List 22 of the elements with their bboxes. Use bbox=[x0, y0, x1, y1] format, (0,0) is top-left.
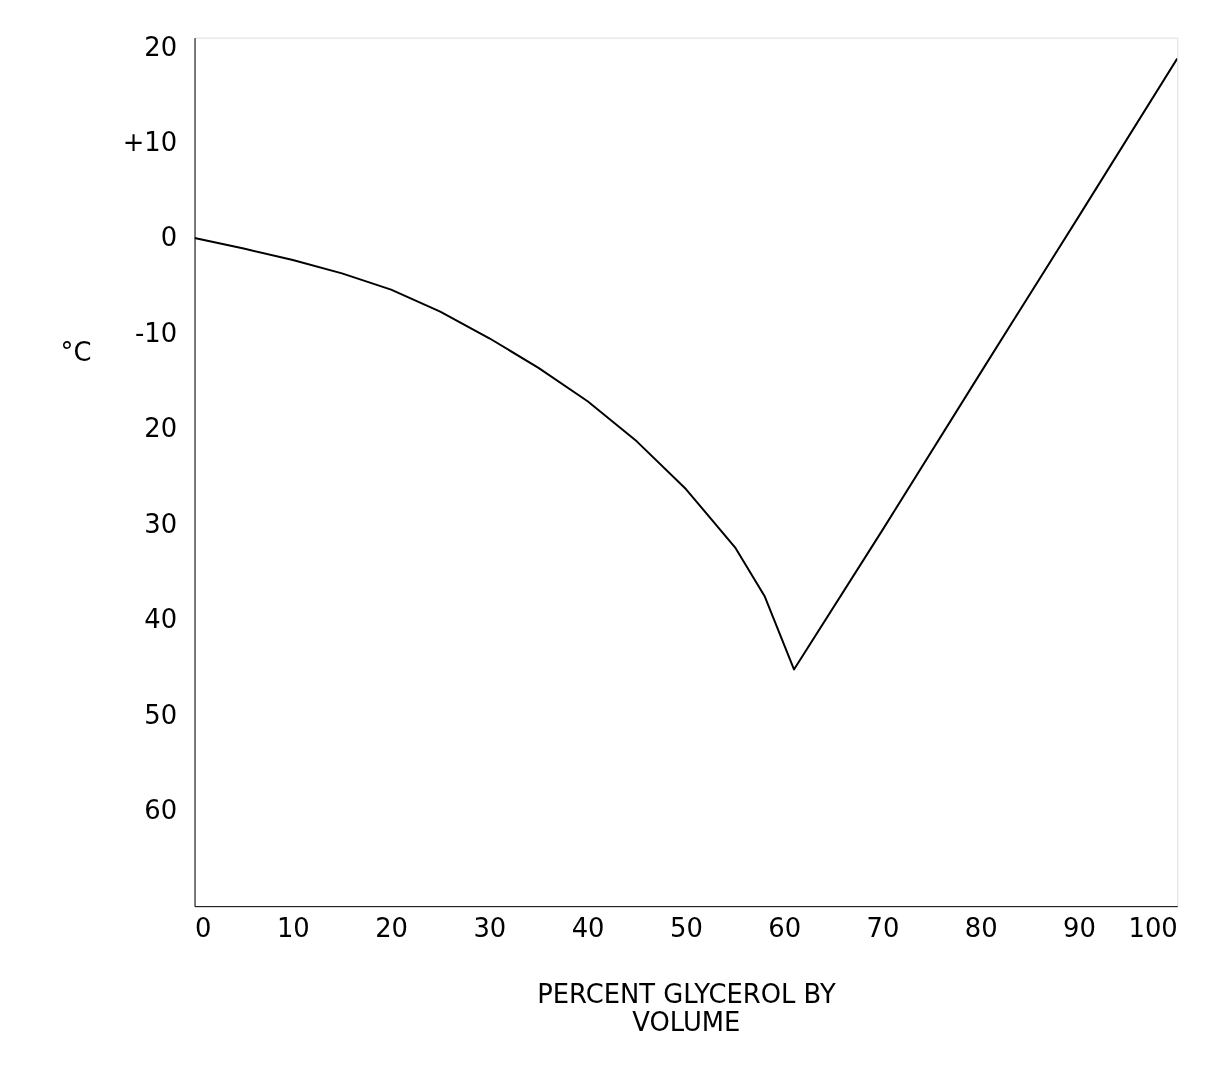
x-tick-label: 40 bbox=[571, 913, 605, 944]
x-tick-label: 60 bbox=[768, 913, 802, 944]
x-axis-title: PERCENT GLYCEROL BY VOLUME bbox=[537, 978, 836, 1037]
x-tick-label: 50 bbox=[669, 913, 703, 944]
x-tick-label: 0 bbox=[195, 913, 212, 944]
x-tick-label: 100 bbox=[1128, 913, 1178, 944]
x-tick-label: 30 bbox=[473, 913, 507, 944]
y-tick-label: 40 bbox=[144, 604, 178, 635]
y-tick-label: 0 bbox=[160, 222, 178, 253]
y-axis-title: °C bbox=[60, 336, 92, 367]
x-tick-label: 10 bbox=[276, 913, 310, 944]
x-tick-label: 80 bbox=[964, 913, 998, 944]
x-tick-label: 20 bbox=[375, 913, 408, 944]
y-tick-label: 20 bbox=[144, 31, 178, 62]
x-tick-label: 70 bbox=[866, 913, 900, 944]
y-tick-label: 50 bbox=[144, 699, 178, 730]
y-tick-label: -10 bbox=[135, 317, 178, 348]
y-tick-label: +10 bbox=[122, 127, 178, 158]
x-tick-label: 90 bbox=[1063, 913, 1096, 944]
y-tick-label: 20 bbox=[144, 413, 178, 444]
y-tick-label: 30 bbox=[144, 508, 178, 539]
y-tick-label: 60 bbox=[144, 795, 178, 826]
